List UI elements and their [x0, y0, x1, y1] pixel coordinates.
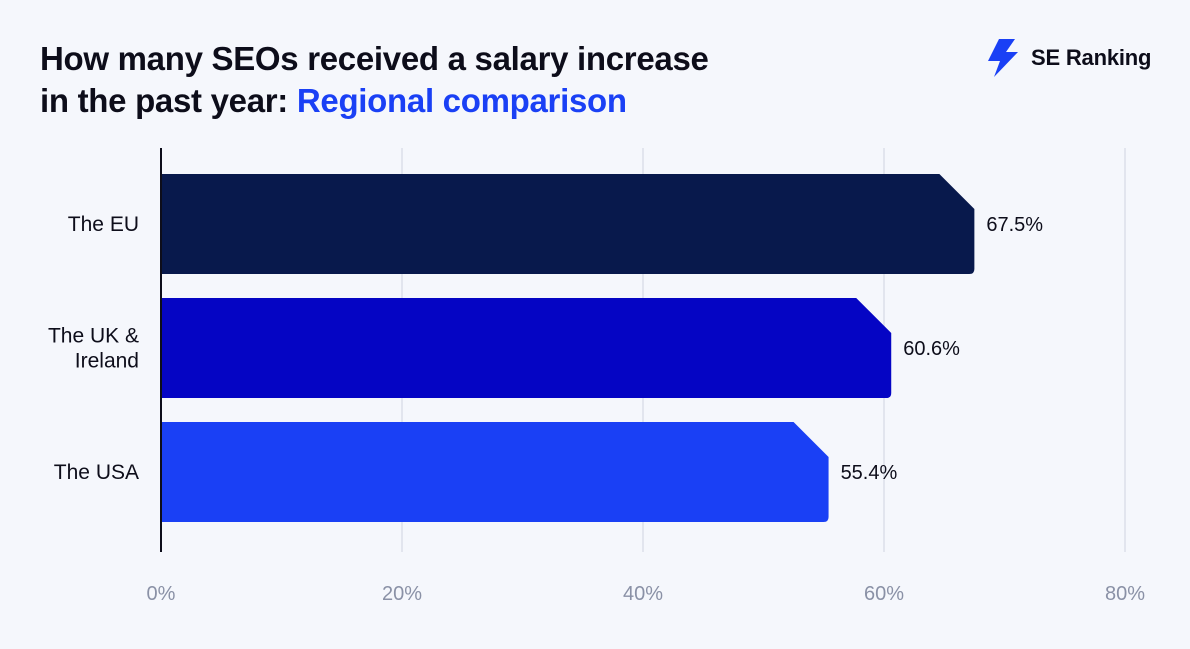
x-tick-label: 20%: [382, 583, 422, 605]
category-label: The UK & Ireland: [48, 325, 139, 373]
x-tick-label: 40%: [623, 583, 663, 605]
title-highlight: Regional comparison: [296, 82, 627, 119]
logo-text: SE Ranking: [1031, 45, 1152, 70]
chart-title: How many SEOs received a salary increase…: [40, 38, 900, 122]
title-line-2: in the past year:: [40, 82, 297, 119]
x-tick-label: 80%: [1105, 583, 1145, 605]
bar: [161, 298, 892, 398]
x-tick-label: 0%: [147, 583, 176, 605]
x-tick-label: 60%: [864, 583, 904, 605]
brand-logo: SE Ranking: [985, 38, 1151, 78]
category-label: The USA: [54, 461, 139, 484]
bar-value-label: 55.4%: [841, 462, 898, 484]
bar-value-label: 67.5%: [986, 214, 1043, 236]
bar: [161, 174, 975, 274]
bar: [161, 422, 829, 522]
category-label: The EU: [68, 213, 139, 236]
title-line-1: How many SEOs received a salary increase: [40, 40, 709, 77]
lightning-bolt-icon: [988, 39, 1018, 77]
bar-value-label: 60.6%: [903, 338, 960, 360]
